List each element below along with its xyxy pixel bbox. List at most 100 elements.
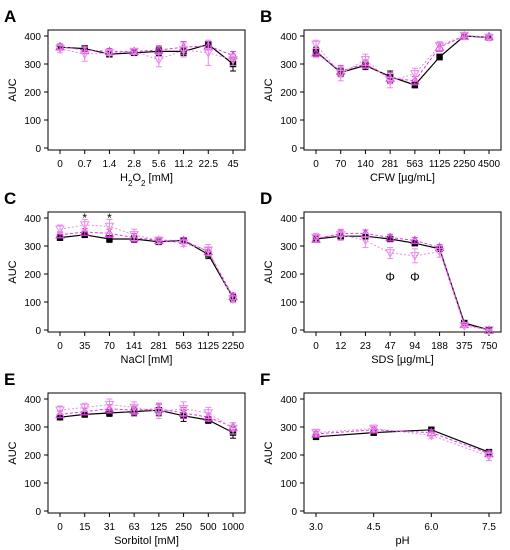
x-tick-label: 11.2 [174,159,193,170]
series-line [59,404,234,429]
x-tick-label: 0 [57,522,63,533]
panel-d: D 0 100 200 300 400 AUC 0 12 23 47 94 188 375 750 SDS [… [260,189,502,366]
y-tick-label: 300 [24,423,41,434]
data-point [335,231,346,240]
y-tick-label: 300 [24,60,41,71]
data-point [484,452,494,462]
significance-annotation: Φ [385,270,395,284]
x-tick-label: 1125 [429,159,451,170]
y-tick-label: 100 [24,116,41,127]
panel-f: F 0 100 200 300 400 AUC 3.0 4.5 6.0 7.5 pH [260,370,502,547]
x-tick-label: 5.6 [152,159,166,170]
series-line [59,408,234,428]
x-tick-label: 12 [335,341,347,352]
plot-frame [303,392,502,514]
data-point [228,56,238,65]
x-tick-label: 0 [57,341,63,352]
data-point [426,431,437,441]
y-tick-label: 100 [24,479,41,490]
y-tick-label: 200 [24,88,41,99]
panel-letter: C [4,189,16,208]
data-point [55,44,65,54]
data-point [154,236,164,246]
panel-letter: B [260,7,272,26]
data-point [106,235,113,243]
significance-annotation: * [107,211,112,225]
y-tick-label: 100 [280,479,297,490]
series-line [59,231,234,297]
y-tick-label: 0 [291,144,297,155]
x-tick-label: 63 [129,522,141,533]
x-tick-label: 125 [151,522,168,533]
x-tick-label: 1000 [222,522,245,533]
x-axis-label-part: H [120,172,128,184]
panel-letter: A [4,7,16,26]
y-axis-label: AUC [7,78,19,101]
data-point [311,428,321,438]
y-tick-label: 400 [280,32,297,43]
y-tick-label: 400 [24,32,41,43]
data-point [203,409,214,419]
x-tick-label: 1.4 [102,159,116,170]
x-tick-label: 4.5 [367,522,381,533]
series-1 [56,231,237,302]
y-tick-label: 200 [280,451,297,462]
x-tick-label: 0 [313,341,319,352]
y-tick-label: 100 [280,298,297,309]
x-tick-label: 23 [360,341,372,352]
data-point [459,322,470,331]
y-tick-label: 200 [24,270,41,281]
x-tick-label: 7.5 [482,522,496,533]
series-3 [55,39,238,68]
y-tick-label: 0 [35,326,41,337]
x-tick-label: 281 [151,341,168,352]
x-axis-label-subscript: 2 [141,179,146,188]
data-point [410,235,420,245]
x-tick-label: 0 [57,159,63,170]
x-tick-label: 2250 [222,341,245,352]
x-tick-label: 750 [481,341,498,352]
series-line [315,232,490,331]
y-tick-label: 400 [24,214,41,225]
series-2 [55,226,238,301]
y-axis-label: AUC [263,260,275,283]
series-3 [311,424,494,462]
series-line [59,224,234,300]
x-axis-label: H2O2 [mM] [120,172,173,188]
series-3 [311,31,494,89]
data-point [79,50,90,60]
data-point [79,221,90,231]
data-point [104,222,115,232]
series-line [315,429,490,453]
data-point [385,232,395,242]
data-point [335,70,346,79]
data-point [484,326,494,336]
data-point [178,239,189,249]
x-tick-label: 281 [382,159,399,170]
data-point [385,77,395,86]
y-tick-label: 100 [24,298,41,309]
y-tick-label: 300 [280,242,297,253]
series-line [59,45,234,57]
data-point [228,424,238,434]
data-point [178,46,189,56]
series-1 [312,232,493,334]
x-axis-label-subscript: 2 [128,179,133,188]
data-point [55,229,65,239]
data-point [360,56,371,65]
data-point [360,58,371,68]
x-tick-label: 188 [431,341,448,352]
x-tick-label: 250 [175,522,192,533]
x-tick-label: 500 [200,522,217,533]
x-tick-label: 6.0 [424,522,438,533]
x-tick-label: 45 [227,159,239,170]
panel-b: B 0 100 200 300 400 AUC 0 70 140 281 563 1125 2250 450… [260,7,502,184]
series-line [59,43,234,65]
data-point [129,231,139,240]
x-tick-label: 70 [335,159,347,170]
x-tick-label: 1125 [198,341,220,352]
data-point [410,70,420,79]
x-axis-label: Sorbitol [mM] [114,535,179,547]
y-axis-label: AUC [7,260,19,283]
